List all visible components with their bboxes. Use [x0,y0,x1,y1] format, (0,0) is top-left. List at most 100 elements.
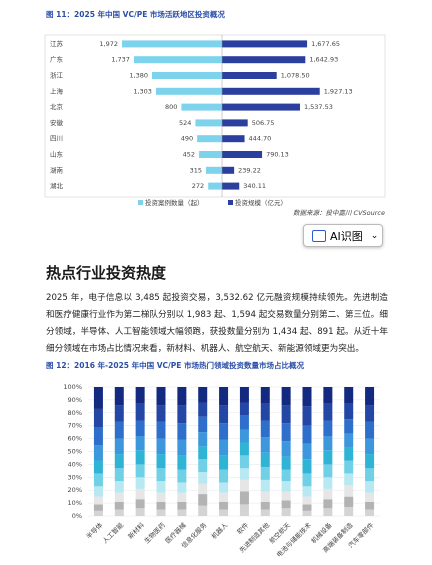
value-label: 1,677.65 [311,40,340,48]
bar-segment [135,403,145,421]
bar-segment [323,464,333,478]
bar-segment [344,419,354,434]
bar-segment [177,423,187,440]
value-label: 1,380 [129,72,148,80]
category-label: 湖南 [50,165,64,174]
caret[interactable]: ⌄ [370,230,379,241]
value-label: 444.70 [249,135,272,143]
category-label: 上海 [50,86,64,95]
y-tick-label: 30% [68,473,82,481]
bar-segment [219,387,229,406]
bar-segment [260,403,270,421]
bar-segment [281,481,291,492]
bar-segment [114,405,124,422]
category-label: 湖北 [50,181,64,190]
y-tick-label: 90% [68,396,82,404]
value-label: 524 [179,119,191,127]
figure-title: 图 11：2025 年中国 VC/PE 市场活跃地区投资概况 [46,9,225,19]
bar-segment [219,492,229,502]
value-label: 1,642.93 [309,56,338,64]
bar-segment [114,481,124,493]
bar-segment [135,387,145,404]
bar-segment [135,464,145,478]
bar-segment [93,510,103,516]
bar [122,40,222,48]
bar-segment [239,415,249,430]
value-label: 1,303 [133,87,152,95]
bar-segment [260,452,270,467]
x-tick-label: 半导体 [84,520,105,541]
bar-segment [302,425,312,444]
bar-segment [198,416,208,433]
bar-segment [219,455,229,470]
bar-segment [323,499,333,509]
source: 数据来源：投中嘉川 CVSource [293,209,385,217]
bar [199,151,222,158]
bar-segment [365,509,375,516]
bar-segment [114,509,124,516]
bar-segment [219,509,229,516]
value-label: 340.11 [243,182,266,190]
value-label: 272 [192,182,204,190]
bar-segment [177,469,187,483]
bar-segment [177,501,187,510]
bar-segment [93,486,103,497]
section-heading: 热点行业投资热度 [46,264,167,282]
bar-segment [156,509,166,516]
bar-segment [219,405,229,424]
y-tick-label: 50% [68,448,82,456]
bar-segment [177,439,187,456]
y-tick-label: 100% [63,383,82,391]
bar-segment [114,387,124,406]
bar-segment [281,405,291,424]
bar-segment [239,442,249,456]
bar-segment [239,402,249,416]
x-tick-label: 软件 [235,520,251,536]
category-label: 安徽 [50,118,64,127]
bar-segment [156,492,166,502]
bar-segment [198,472,208,484]
bar [195,119,222,127]
bar-segment [114,421,124,439]
y-tick-label: 70% [68,422,82,430]
bar-segment [93,408,103,427]
bar-segment [93,473,103,487]
bar [222,151,263,158]
value-label: 790.13 [266,151,289,159]
category-label: 广东 [50,55,64,64]
bar [222,87,320,95]
bar-segment [260,420,270,438]
bar-segment [239,491,249,505]
value-label: 1,537.53 [304,103,333,111]
bar-segment [114,492,124,502]
ai-button[interactable]: AI识图 ⌄ [303,224,383,247]
bar-segment [156,438,166,455]
category-label: 北京 [50,102,64,111]
bar-segment [323,450,333,465]
bar-segment [219,482,229,493]
bar-segment [177,482,187,493]
bar [222,166,235,174]
bar-segment [156,405,166,422]
bar [152,72,222,79]
bar-segment [260,387,270,404]
bar-segment [135,450,145,465]
bar-segment [302,459,312,474]
bar-segment [93,460,103,474]
bar-segment [365,501,375,510]
bar-segment [323,508,333,516]
bar-segment [219,469,229,483]
bar [208,182,222,190]
ai-label[interactable]: AI识图 [330,229,363,243]
bar-segment [323,420,333,437]
value-label: 239.22 [238,166,261,174]
bar-segment [177,405,187,424]
bar-segment [323,387,333,404]
bar [133,56,222,64]
bar-segment [177,492,187,502]
bar-segment [177,509,187,516]
bar-segment [239,429,249,443]
bar [222,56,306,64]
bar-segment [156,468,166,482]
bar-segment [344,460,354,474]
